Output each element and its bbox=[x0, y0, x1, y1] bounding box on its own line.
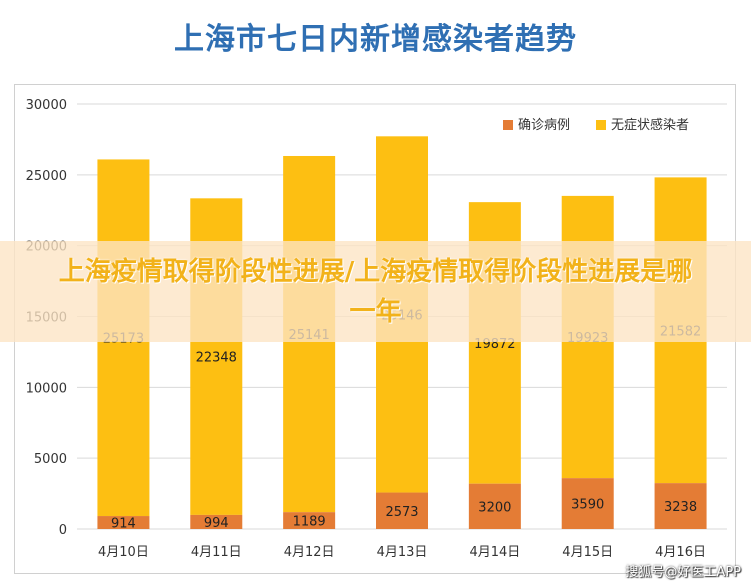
data-label-confirmed: 3238 bbox=[664, 500, 697, 515]
bar-confirmed bbox=[376, 492, 428, 529]
x-tick-label: 4月14日 bbox=[469, 545, 520, 560]
x-axis-ticks: 4月10日 4月11日 4月12日 4月13日 4月14日 4月15日 4月16日 bbox=[98, 545, 706, 560]
legend-swatch bbox=[596, 120, 606, 130]
data-label-confirmed: 3200 bbox=[478, 500, 511, 515]
x-tick-label: 4月16日 bbox=[655, 545, 706, 560]
watermark: 搜狐号@好医工APP bbox=[625, 565, 741, 580]
x-tick-label: 4月12日 bbox=[284, 545, 335, 560]
x-tick-label: 4月13日 bbox=[377, 545, 428, 560]
data-label-confirmed: 3590 bbox=[571, 498, 604, 513]
overlay-banner: 上海疫情取得阶段性进展/上海疫情取得阶段性进展是哪一年 bbox=[0, 241, 751, 342]
bar-confirmed bbox=[654, 483, 707, 529]
bar-confirmed bbox=[97, 516, 150, 529]
y-tick-label: 0 bbox=[59, 523, 67, 538]
data-label-confirmed: 914 bbox=[111, 517, 136, 532]
banner-text: 上海疫情取得阶段性进展/上海疫情取得阶段性进展是哪一年 bbox=[58, 256, 693, 327]
data-label-confirmed: 994 bbox=[204, 516, 229, 531]
data-label-confirmed: 1189 bbox=[293, 515, 326, 530]
x-tick-label: 4月11日 bbox=[191, 545, 242, 560]
page-title: 上海市七日内新增感染者趋势 bbox=[174, 22, 577, 57]
data-label-asymptomatic: 22348 bbox=[196, 351, 237, 366]
bar-confirmed bbox=[190, 514, 243, 529]
y-tick-label: 25000 bbox=[26, 169, 67, 184]
y-tick-label: 5000 bbox=[34, 452, 67, 467]
data-label-confirmed: 2573 bbox=[385, 505, 418, 520]
y-tick-label: 10000 bbox=[26, 381, 67, 396]
legend-swatch bbox=[503, 120, 513, 130]
bar-confirmed bbox=[561, 478, 614, 529]
stacked-bar-chart: 050001000015000200002500030000 914251739… bbox=[26, 98, 727, 560]
x-tick-label: 4月15日 bbox=[562, 545, 613, 560]
legend-label: 确诊病例 bbox=[518, 118, 570, 133]
bar-confirmed bbox=[283, 512, 336, 529]
legend-label: 无症状感染者 bbox=[611, 117, 689, 133]
bar-confirmed bbox=[468, 483, 521, 529]
x-tick-label: 4月10日 bbox=[98, 545, 149, 560]
y-tick-label: 30000 bbox=[26, 98, 67, 113]
legend: 确诊病例 无症状感染者 bbox=[503, 117, 689, 133]
